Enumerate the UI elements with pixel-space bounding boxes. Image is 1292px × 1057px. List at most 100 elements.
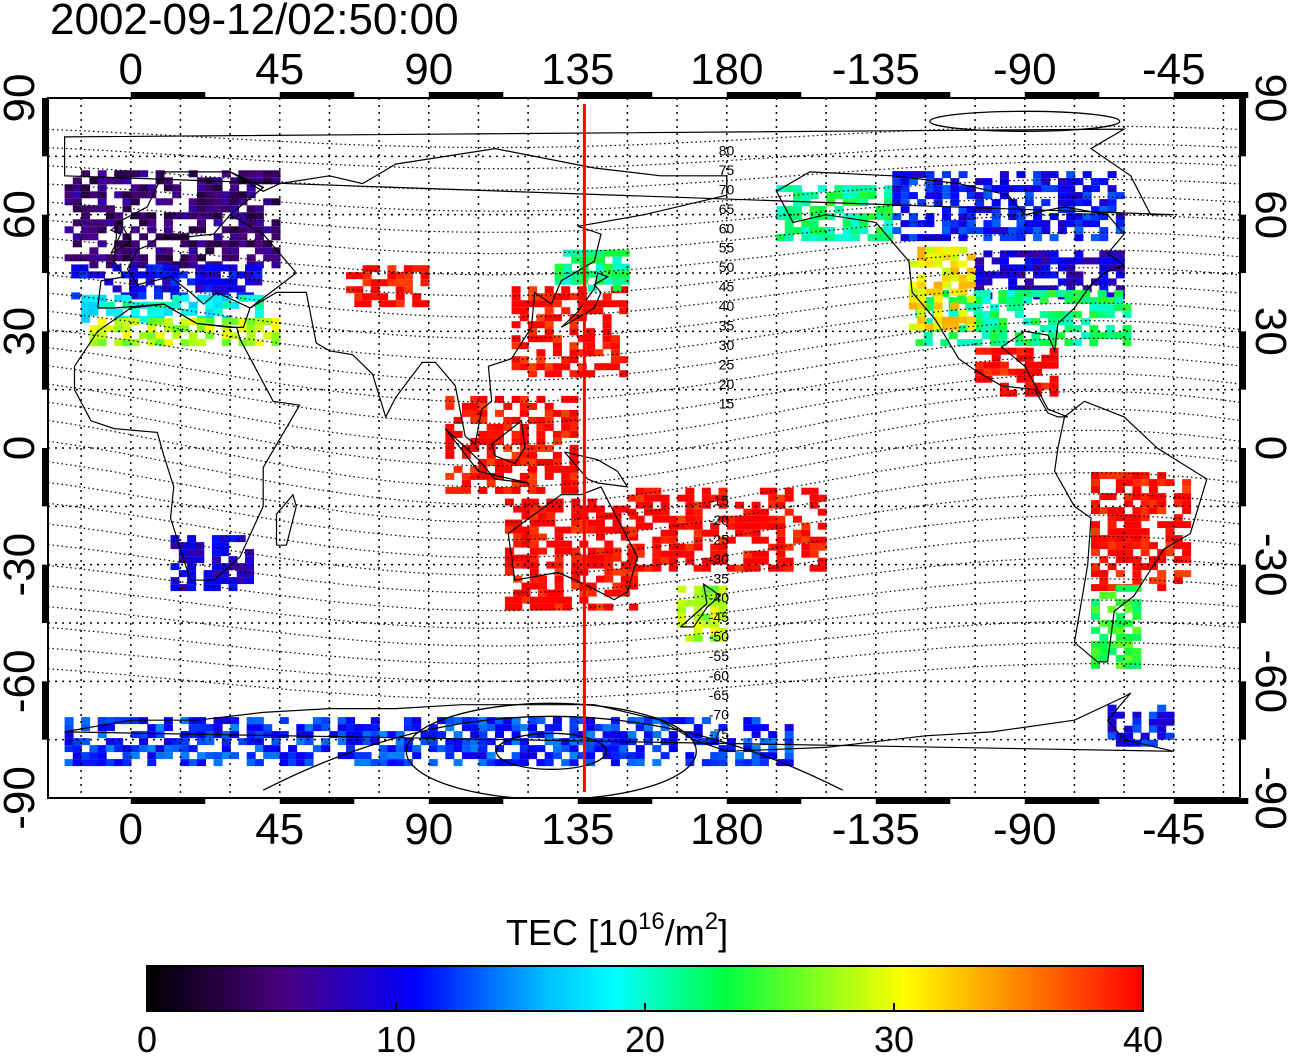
tec-pixel: [1115, 570, 1125, 578]
tec-pixel: [1039, 297, 1049, 305]
tec-pixel: [834, 185, 844, 193]
tec-pixel: [759, 515, 769, 523]
tec-pixel: [552, 370, 562, 378]
tec-pixel: [1173, 521, 1183, 529]
tec-pixel: [114, 325, 124, 333]
tec-pixel: [495, 430, 504, 438]
tec-pixel: [950, 274, 960, 282]
tec-pixel: [64, 724, 74, 732]
tec-pixel: [428, 731, 438, 739]
tec-pixel: [1099, 556, 1109, 564]
tec-pixel: [453, 430, 463, 438]
tec-pixel: [958, 274, 968, 282]
tec-pixel: [236, 271, 246, 279]
tec-pixel: [89, 308, 99, 316]
tec-pixel: [884, 213, 894, 221]
tec-pixel: [511, 479, 521, 487]
tec-pixel: [685, 759, 695, 767]
tec-pixel: [842, 213, 852, 221]
tec-pixel: [370, 717, 380, 725]
tec-pixel: [1107, 605, 1117, 613]
tec-pixel: [859, 220, 869, 228]
tec-pixel: [892, 178, 902, 186]
tec-pixel: [768, 487, 778, 495]
tec-pixel: [677, 599, 687, 607]
tec-pixel: [751, 550, 761, 558]
tec-pixel: [1132, 563, 1142, 571]
tec-pixel: [528, 752, 538, 760]
tec-pixel: [178, 549, 188, 557]
tec-pixel: [1140, 528, 1150, 536]
tec-pixel: [529, 505, 539, 513]
tec-pixel: [552, 724, 562, 732]
tec-pixel: [271, 325, 281, 333]
tec-pixel: [513, 505, 523, 513]
tec-pixel: [536, 416, 546, 424]
tec-pixel: [253, 264, 263, 272]
tec-pixel: [354, 752, 364, 760]
tec-pixel: [139, 315, 149, 323]
tec-pixel: [1091, 257, 1100, 265]
tec-pixel: [130, 184, 140, 192]
tec-pixel: [958, 281, 968, 289]
tec-pixel: [1049, 271, 1059, 279]
tec-pixel: [195, 549, 205, 557]
tec-pixel: [1115, 507, 1125, 515]
tec-pixel: [1132, 577, 1142, 585]
tec-pixel: [743, 529, 753, 537]
tec-pixel: [604, 263, 614, 271]
tec-pixel: [147, 759, 157, 767]
tec-pixel: [263, 332, 273, 340]
tec-pixel: [72, 184, 82, 192]
tec-pixel: [809, 487, 819, 495]
tec-pixel: [271, 332, 281, 340]
tec-pixel: [1074, 250, 1084, 258]
tec-pixel: [710, 752, 720, 760]
tec-pixel: [1048, 311, 1057, 319]
tec-pixel: [122, 191, 132, 199]
tec-pixel: [1016, 234, 1026, 242]
tec-pixel: [395, 279, 405, 287]
tec-pixel: [1024, 264, 1034, 272]
tec-pixel: [187, 549, 197, 557]
tec-pixel: [917, 253, 927, 261]
tec-pixel: [180, 318, 190, 326]
tec-pixel: [139, 738, 149, 746]
tec-pixel: [544, 286, 554, 294]
tec-pixel: [180, 240, 190, 248]
tec-pixel: [569, 465, 579, 473]
tec-pixel: [445, 486, 455, 494]
tec-pixel: [627, 508, 637, 516]
tec-pixel: [784, 543, 794, 551]
tec-pixel: [908, 260, 918, 268]
tec-pixel: [561, 472, 571, 480]
tec-pixel: [230, 240, 240, 248]
tec-pixel: [908, 234, 918, 242]
tec-pixel: [612, 284, 622, 292]
tec-pixel: [735, 752, 745, 760]
tec-pixel: [604, 526, 614, 534]
tec-pixel: [79, 264, 89, 272]
tec-pixel: [254, 301, 264, 309]
tec-pixel: [1097, 304, 1107, 312]
tec-pixel: [966, 227, 976, 235]
tec-pixel: [1057, 227, 1067, 235]
tick-bar: [1240, 98, 1246, 157]
tec-pixel: [296, 752, 306, 760]
tec-pixel: [72, 254, 82, 262]
tec-pixel: [950, 246, 960, 254]
tec-pixel: [503, 402, 513, 410]
tec-pixel: [685, 717, 695, 725]
tec-pixel: [495, 759, 504, 767]
contour-label: 55: [719, 240, 735, 256]
tec-pixel: [817, 557, 827, 565]
tec-pixel: [1039, 325, 1049, 333]
colorbar-ticks: 0 10 20 30 40: [137, 1003, 1163, 1057]
contour-label: 45: [719, 279, 735, 295]
tec-pixel: [461, 738, 471, 746]
tec-pixel: [163, 738, 173, 746]
tec-pixel: [420, 738, 430, 746]
tec-pixel: [1091, 507, 1100, 515]
tec-pixel: [504, 561, 514, 569]
tec-pixel: [1107, 278, 1117, 286]
